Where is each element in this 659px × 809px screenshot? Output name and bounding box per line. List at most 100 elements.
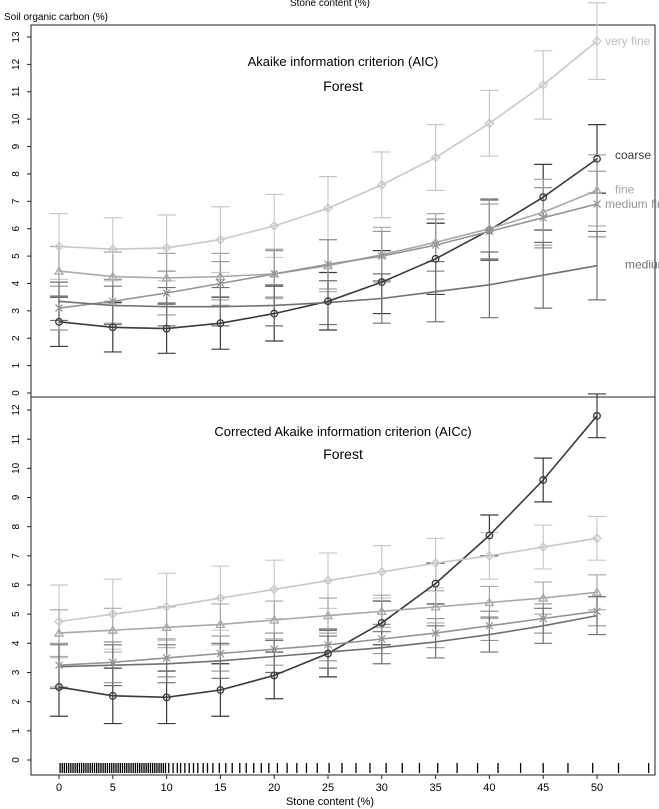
point-fine	[591, 586, 603, 596]
point-very-fine	[538, 542, 549, 553]
point-very-fine	[430, 558, 441, 569]
point-medium-fine	[485, 227, 494, 236]
series-line-very-fine	[58, 40, 598, 251]
point-coarse	[324, 649, 332, 658]
series-label-medium-fine: medium fine	[605, 197, 659, 211]
y-tick-label: 6	[11, 582, 22, 588]
point-medium-fine	[539, 614, 548, 623]
y-tick-label: 12	[11, 58, 22, 70]
point-coarse	[485, 531, 494, 540]
point-medium-fine	[431, 241, 440, 250]
y-tick-label: 11	[11, 86, 22, 97]
point-very-fine	[538, 80, 549, 90]
y-tick-label: 10	[11, 113, 22, 125]
point-coarse	[270, 309, 279, 318]
point-coarse	[593, 411, 601, 420]
series-line-medium	[58, 614, 598, 668]
x-tick-label: 10	[160, 782, 172, 794]
x-tick-label: 35	[429, 782, 441, 794]
y-tick-label: 12	[11, 404, 22, 416]
point-fine	[161, 621, 172, 631]
series-line-very-fine	[58, 537, 598, 623]
point-fine	[322, 610, 334, 620]
plot-frame-aicc	[30, 396, 656, 776]
point-very-fine	[107, 609, 118, 620]
panel-aic: Akaike information criterion (AIC) Fores…	[11, 2, 659, 398]
point-fine	[591, 185, 603, 195]
point-very-fine	[484, 118, 495, 129]
point-very-fine	[592, 533, 602, 544]
series-label-fine: fine	[615, 182, 635, 196]
y-tick-label: 11	[11, 434, 22, 445]
y-tick-label: 0	[11, 390, 22, 396]
x-tick-label: 30	[376, 782, 388, 794]
point-fine	[53, 265, 65, 275]
y-tick-label: 1	[11, 362, 22, 368]
y-tick-label: 10	[11, 462, 22, 474]
point-coarse	[539, 193, 548, 202]
x-tick-label: 5	[110, 782, 116, 794]
point-fine	[269, 614, 280, 624]
point-coarse	[216, 319, 225, 328]
point-coarse	[377, 618, 386, 627]
point-coarse	[108, 691, 117, 700]
point-fine	[215, 619, 226, 629]
point-fine	[322, 260, 334, 270]
series-line-coarse	[58, 158, 598, 330]
y-tick-label: 13	[11, 31, 22, 43]
point-coarse	[55, 317, 63, 326]
point-very-fine	[323, 203, 333, 214]
x-tick-label: 25	[322, 782, 334, 794]
y-tick-label: 4	[11, 640, 22, 646]
point-coarse	[431, 579, 440, 588]
x-tick-label: 20	[268, 782, 280, 794]
point-medium-fine	[216, 279, 225, 288]
point-fine	[161, 272, 172, 282]
panel-aicc: Corrected Akaike information criterion (…	[11, 393, 656, 794]
point-very-fine	[161, 242, 172, 253]
point-very-fine	[54, 616, 64, 627]
point-very-fine	[484, 550, 495, 561]
point-coarse	[377, 278, 386, 287]
y-tick-label: 9	[11, 494, 22, 500]
point-medium-fine	[324, 640, 332, 649]
bottom-axis-title: Stone content (%)	[286, 796, 374, 808]
point-medium-fine	[162, 289, 171, 298]
y-tick-label: 3	[11, 308, 22, 314]
point-medium-fine	[377, 252, 386, 261]
point-coarse	[539, 476, 548, 484]
chart-title-aic: Akaike information criterion (AIC)	[248, 54, 439, 69]
series-line-fine	[58, 591, 598, 634]
series-label-coarse: coarse	[615, 148, 651, 162]
point-coarse	[108, 323, 117, 332]
y-tick-label: 8	[11, 171, 22, 177]
point-medium-fine	[593, 200, 601, 209]
x-tick-label: 45	[537, 782, 549, 794]
point-medium-fine	[485, 621, 494, 630]
series-line-coarse	[58, 415, 598, 699]
point-fine	[53, 627, 65, 637]
point-fine	[376, 605, 387, 615]
y-tick-label: 8	[11, 523, 22, 529]
x-tick-label: 40	[483, 782, 495, 794]
point-medium-fine	[324, 260, 332, 269]
chart-subtitle-aic: Forest	[323, 78, 363, 94]
point-very-fine	[269, 221, 280, 231]
point-fine	[538, 592, 549, 602]
point-very-fine	[376, 566, 387, 577]
y-tick-label: 3	[11, 669, 22, 675]
y-tick-label: 6	[11, 225, 22, 231]
y-tick-label: 2	[11, 698, 22, 704]
series-line-medium	[58, 264, 598, 308]
x-tick-label: 0	[56, 782, 62, 794]
point-fine	[484, 597, 495, 607]
series-label-very-fine: very fine	[605, 34, 651, 48]
point-medium-fine	[108, 297, 117, 306]
point-very-fine	[592, 36, 602, 47]
y-tick-label: 0	[11, 757, 22, 763]
point-coarse	[431, 254, 440, 263]
point-medium-fine	[216, 649, 225, 658]
point-fine	[107, 624, 118, 634]
chart-subtitle-aicc: Forest	[323, 446, 363, 462]
point-coarse	[593, 154, 601, 163]
